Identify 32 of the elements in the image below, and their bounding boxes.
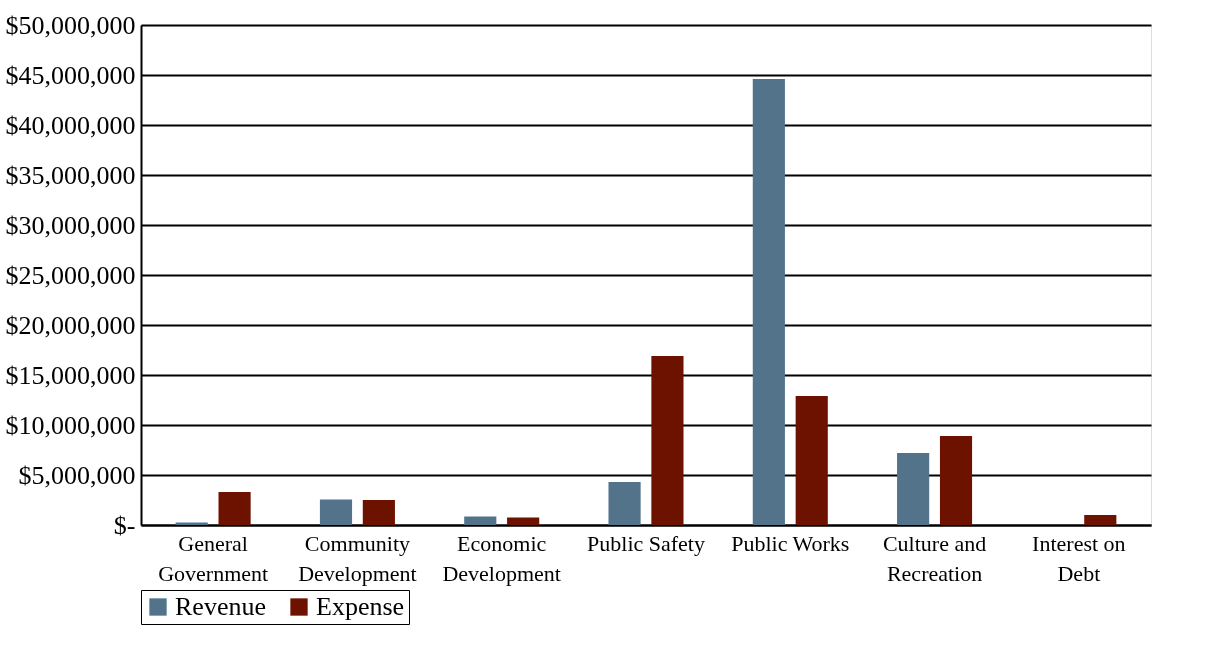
y-tick-label: $50,000,000 — [5, 10, 136, 40]
bar — [1084, 515, 1117, 525]
y-tick-label: $40,000,000 — [5, 110, 136, 140]
bar — [464, 516, 497, 525]
x-tick-label: Interest on Debt — [1032, 530, 1126, 586]
bar — [752, 79, 785, 525]
y-tick-label: $30,000,000 — [5, 210, 136, 240]
y-tick-label: $35,000,000 — [5, 160, 136, 190]
y-tick-label: $20,000,000 — [5, 310, 136, 340]
y-tick-label: $10,000,000 — [5, 410, 136, 440]
x-tick-label: Culture and Recreation — [882, 530, 987, 586]
bar — [651, 356, 684, 525]
y-tick-label: $- — [113, 510, 136, 540]
bar — [319, 499, 353, 525]
x-tick-label: Community Development — [298, 530, 417, 586]
bar — [939, 436, 973, 525]
bar — [897, 453, 930, 525]
bar — [218, 492, 251, 525]
bar — [362, 500, 395, 525]
x-tick-label: Economic Development — [442, 530, 561, 586]
x-tick-label: General Government — [158, 530, 269, 586]
y-tick-label: $15,000,000 — [5, 360, 136, 390]
x-tick-label: Public Works — [731, 530, 850, 556]
legend-label: Revenue — [175, 592, 266, 621]
y-tick-label: $5,000,000 — [18, 460, 136, 490]
bar — [608, 482, 641, 525]
legend-label: Expense — [316, 592, 405, 621]
bar — [507, 517, 540, 525]
y-tick-label: $45,000,000 — [5, 60, 136, 90]
bar — [795, 396, 828, 525]
y-tick-label: $25,000,000 — [5, 260, 136, 290]
x-tick-label: Public Safety — [587, 530, 705, 556]
